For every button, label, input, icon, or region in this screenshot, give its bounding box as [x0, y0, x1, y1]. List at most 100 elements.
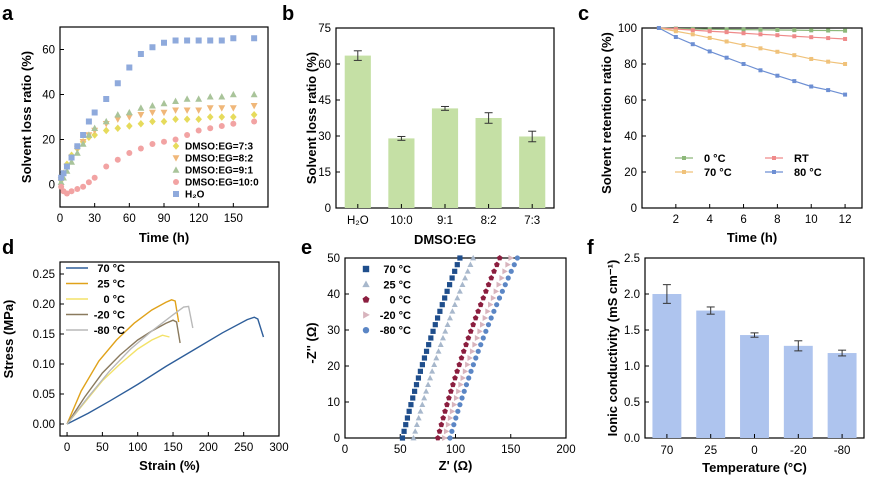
data-point: [102, 126, 110, 135]
data-point: [485, 281, 492, 288]
data-point: [843, 36, 848, 41]
data-point: [467, 261, 474, 268]
series-line: [658, 27, 846, 32]
data-point: [68, 188, 75, 195]
data-point: [63, 163, 70, 170]
series-line: [658, 27, 846, 96]
y-axis-label: Ionic conductivity (mS cm⁻¹): [605, 260, 620, 437]
curve-70-c: [66, 316, 265, 425]
data-point: [229, 105, 237, 112]
data-point: [195, 37, 202, 44]
data-point: [439, 334, 446, 341]
data-point: [80, 183, 87, 190]
data-point: [125, 108, 133, 116]
data-point: [91, 131, 98, 139]
series-70-c: [399, 255, 463, 441]
y-tick-label: 0: [325, 203, 331, 215]
y-tick-label: 2.5: [624, 253, 640, 265]
data-point: [434, 315, 441, 321]
x-tick-label: 9:1: [437, 215, 453, 227]
error-bar-80: [838, 349, 847, 357]
x-tick-label: 0: [57, 213, 63, 225]
x-tick-label: 0: [751, 445, 757, 457]
data-point: [444, 321, 451, 328]
x-tick-label: 30: [88, 213, 101, 225]
series-20-c: [442, 255, 514, 441]
data-point: [444, 401, 450, 408]
data-point: [439, 302, 445, 308]
x-tick-label: 25: [704, 445, 717, 457]
bar-80: [827, 353, 857, 438]
bar-8-2: [475, 118, 502, 208]
data-point: [792, 34, 797, 39]
data-point: [741, 62, 746, 66]
legend-label-70-c: 70 °C: [383, 264, 411, 276]
data-point: [195, 127, 202, 134]
data-point: [456, 388, 462, 395]
legend-marker-0-c: [682, 156, 686, 160]
data-point: [775, 27, 780, 32]
y-tick-label: 1.5: [624, 325, 640, 337]
data-point: [250, 111, 258, 119]
data-point: [479, 321, 486, 328]
x-axis-label: DMSO:EG: [414, 232, 476, 247]
data-point: [496, 255, 503, 261]
y-tick-label: 60: [624, 95, 637, 107]
x-tick-label: -80: [834, 445, 851, 457]
data-point: [449, 408, 456, 415]
data-point: [483, 328, 489, 334]
data-point: [250, 90, 258, 98]
data-point: [411, 388, 418, 394]
data-point: [775, 49, 780, 54]
data-point: [435, 348, 442, 354]
plot-frame: [59, 261, 280, 437]
data-point: [468, 368, 474, 374]
x-tick-label: 7:3: [524, 215, 540, 227]
data-point: [454, 294, 461, 301]
x-tick-label: 6: [740, 214, 746, 226]
data-point: [103, 96, 110, 102]
bar-9-1: [431, 108, 459, 208]
x-tick-label: 60: [123, 213, 136, 225]
legend-label-70-c: 70 °C: [704, 167, 732, 179]
legend-label-0-c: 0 °C: [103, 294, 125, 306]
data-point: [207, 37, 214, 44]
legend-label-20-c: -20 °C: [94, 310, 125, 322]
error-bar-8-2: [484, 112, 493, 124]
error-bar-h2o: [353, 50, 362, 61]
data-point: [68, 158, 76, 165]
data-point: [415, 375, 422, 381]
y-tick-label: 0.10: [33, 359, 55, 371]
x-tick-label: 120: [189, 213, 208, 225]
y-tick-label: 0.00: [33, 419, 55, 431]
y-tick-label: 30: [327, 325, 340, 337]
data-point: [477, 328, 483, 335]
data-point: [148, 109, 156, 117]
y-tick-label: 0.0: [624, 433, 640, 445]
data-point: [60, 170, 67, 177]
x-axis-label: Time (h): [139, 230, 189, 245]
data-point: [230, 35, 237, 42]
y-tick-label: 75: [318, 23, 331, 35]
data-point: [462, 368, 469, 375]
panel-c: 2 4 6 8 10 12 0 20 40 60 80 100 c Time (h) Solvent ret…: [578, 3, 863, 245]
data-point: [826, 28, 831, 33]
data-point: [758, 32, 763, 37]
data-point: [447, 435, 453, 441]
data-point: [843, 62, 848, 66]
legend-marker-25-c: [362, 280, 370, 288]
y-tick-label: 15: [318, 167, 331, 179]
data-point: [465, 335, 472, 341]
data-point: [417, 368, 423, 374]
data-point: [195, 95, 203, 102]
legend-label-70-c: 70 °C: [97, 263, 125, 275]
legend-label-25-c: 25 °C: [383, 279, 411, 291]
data-point: [690, 32, 695, 37]
data-point: [673, 35, 678, 39]
data-point: [403, 422, 409, 428]
data-point: [410, 434, 417, 441]
data-point: [465, 361, 471, 368]
y-tick-label: 60: [318, 59, 331, 71]
y-tick-label: 30: [318, 131, 331, 143]
data-point: [408, 402, 414, 408]
